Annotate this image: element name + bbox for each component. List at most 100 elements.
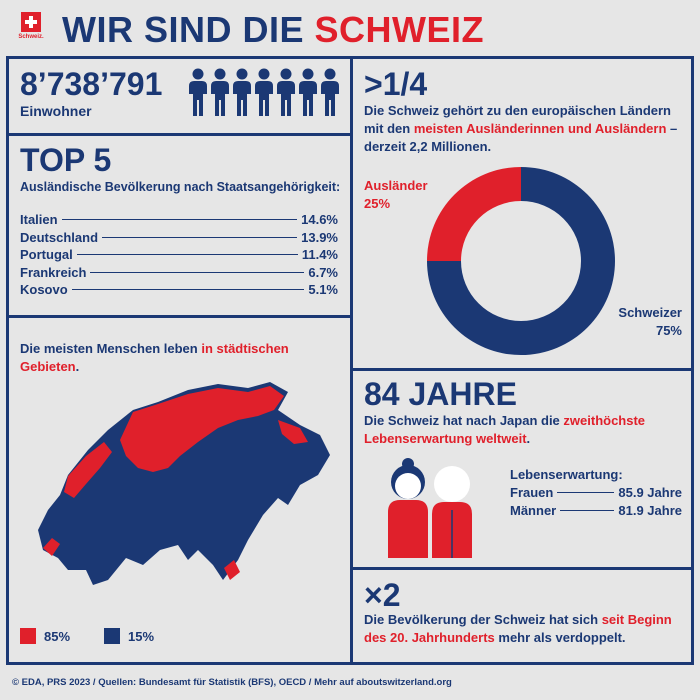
page-title: WIR SIND DIE SCHWEIZ [62,9,484,51]
top5-value: 14.6% [301,212,338,227]
top5-country: Portugal [20,247,73,262]
swiss-flag-icon [21,12,41,32]
life-text-1: Die Schweiz hat nach Japan die [364,413,564,428]
life-text-red: zweithöchste Lebenserwartung weltweit [364,413,646,446]
life-leader-line [560,510,615,511]
urban-red-area-east [278,420,308,444]
population-label: Einwohner [20,103,92,119]
double-text-2: mehr als verdoppelt. [494,630,626,645]
life-row: Männer 81.9 Jahre [510,503,682,518]
life-value: 81.9 Jahre [618,503,682,518]
switzerland-shape [38,382,330,585]
urban-text-red: in städtischen Gebieten [20,341,289,374]
foreigners-text-1: Die Schweiz gehört zu den europäischen L… [364,103,671,136]
top5-country: Italien [20,212,58,227]
legend-swatch-rural [104,628,120,644]
swiss-label: Schweizer 75% [610,304,682,340]
life-label: Männer [510,503,557,518]
life-value: 85.9 Jahre [618,485,682,500]
life-text: Die Schweiz hat nach Japan die zweithöch… [364,412,689,448]
population-value: 8’738’791 [20,66,163,102]
life-row: Frauen 85.9 Jahre [510,485,682,500]
top5-country: Deutschland [20,229,99,245]
top5-value: 5.1% [308,282,338,297]
frame-right [691,56,694,665]
title-part1: WIR SIND DIE [62,9,315,50]
divider-left-1 [6,133,353,136]
foreign-label-text: Ausländer [364,178,428,193]
top5-leader-line [71,289,305,290]
foreigners-donut [427,167,615,355]
urban-legend: 85% 15% [20,628,340,648]
top5-row: Kosovo 5.1% [20,282,338,297]
urban-red-area-geneva [43,538,60,556]
urban-red-area-west [64,442,112,498]
top5-country: Frankreich [20,264,87,280]
double-text-red: seit Beginn des 20. Jahrhunderts [364,612,672,645]
swiss-logo: Schweiz. [14,12,48,46]
legend-swatch-urban [20,628,36,644]
top5-leader-line [102,236,298,238]
top5-leader-line [76,254,298,255]
man-icon [432,466,472,558]
divider-right-2 [350,567,694,570]
legend-label-urban: 85% [44,628,71,644]
population-figures [189,68,339,116]
double-text: Die Bevölkerung der Schweiz hat sich sei… [364,611,689,647]
urban-text: Die meisten Menschen leben in städtische… [20,340,340,376]
divider-right-1 [350,368,694,371]
top5-subtitle: Ausländische Bevölkerung nach Staatsange… [20,180,341,194]
life-heading: Lebenserwartung: [510,467,623,482]
logo-text: Schweiz. [18,34,44,40]
top5-row: Italien 14.6% [20,212,338,227]
footer-text: © EDA, PRS 2023 / Quellen: Bundesamt für… [12,677,452,688]
top5-country: Kosovo [20,282,68,297]
life-title: 84 JAHRE [364,376,517,412]
person-icon [255,68,273,116]
switzerland-map [38,382,330,585]
person-icon [189,68,207,116]
top5-leader-line [90,271,305,273]
life-leader-line [557,492,615,493]
legend-item-rural: 15% [104,628,154,644]
person-icon [277,68,295,116]
person-icon [233,68,251,116]
top5-value: 11.4% [301,247,338,262]
swiss-label-pct: 75% [655,323,682,338]
divider-left-2 [6,315,353,318]
couple-illustration [388,458,472,558]
person-icon [321,68,339,116]
swiss-label-text: Schweizer [618,305,682,320]
urban-text-1: Die meisten Menschen leben [20,341,202,356]
title-part2: SCHWEIZ [314,9,485,50]
person-icon [211,68,229,116]
top5-row: Portugal 11.4% [20,247,338,262]
legend-item-urban: 85% [20,628,70,644]
foreign-label: Ausländer 25% [364,177,428,213]
life-label: Frauen [510,485,554,500]
urban-red-area [120,386,284,472]
donut-slice-foreign [427,167,521,261]
person-icon [299,68,317,116]
urban-red-area-ticino [224,560,240,580]
foreigners-text-2: – derzeit 2,2 Millionen. [364,121,678,154]
foreigners-text: Die Schweiz gehört zu den europäischen L… [364,102,689,156]
frame-left [6,56,9,665]
legend-label-rural: 15% [128,628,155,644]
top5-leader-line [61,219,298,220]
double-text-1: Die Bevölkerung der Schweiz hat sich [364,612,602,627]
top5-value: 6.7% [308,264,338,280]
top5-title: TOP 5 [20,142,112,178]
urban-text-2: . [75,359,80,374]
foreign-label-pct: 25% [364,196,391,211]
donut-slice-swiss [427,167,615,355]
frame-middle-vertical [350,56,353,665]
life-text-2: . [526,431,531,446]
double-title: ×2 [364,577,401,613]
top5-value: 13.9% [301,229,338,245]
woman-icon [388,458,428,558]
foreigners-title: >1/4 [364,66,428,102]
top5-row: Deutschland 13.9% [20,230,338,245]
top5-row: Frankreich 6.7% [20,265,338,280]
foreigners-text-red: meisten Ausländerinnen und Ausländern [413,121,667,136]
